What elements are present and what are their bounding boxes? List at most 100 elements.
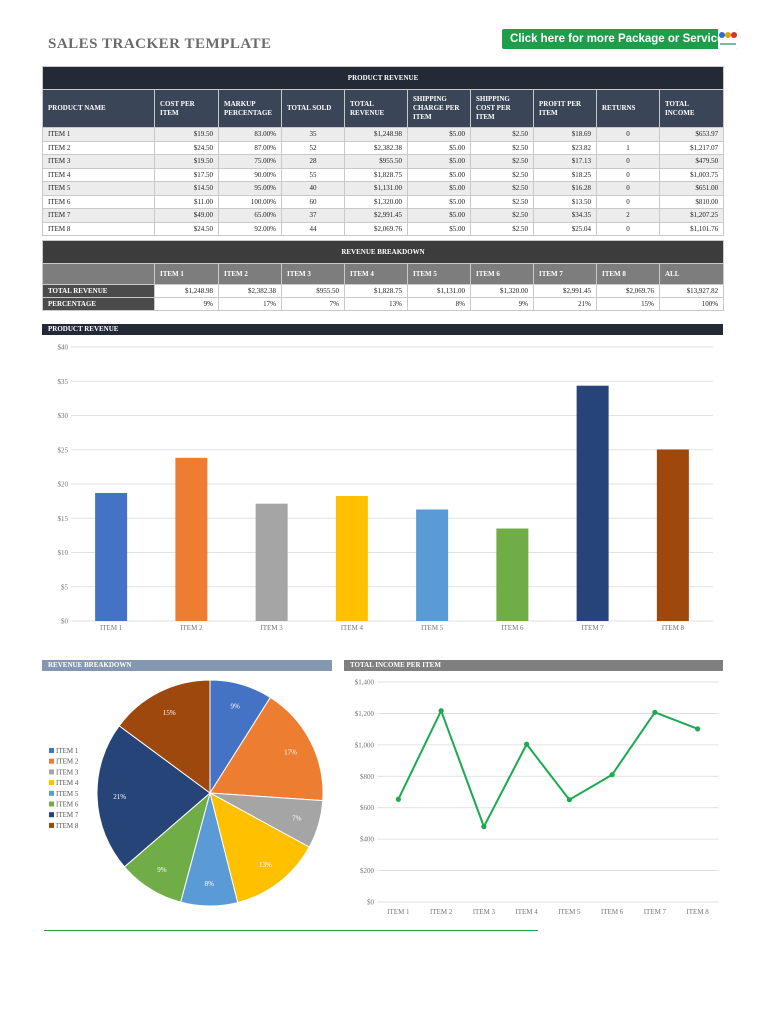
- y-tick-label: $1,400: [355, 679, 375, 687]
- y-tick-label: $1,200: [355, 710, 375, 718]
- table-cell: 9%: [154, 297, 219, 311]
- table-cell: 40: [281, 181, 345, 196]
- table-cell: $1,101.76: [658, 221, 725, 236]
- x-tick-label: ITEM 3: [260, 624, 283, 632]
- table-cell: $1,248.98: [344, 127, 408, 142]
- table-cell: $19.50: [154, 127, 219, 142]
- table-cell: $2.50: [470, 140, 534, 155]
- table-cell: $49.00: [154, 208, 219, 223]
- table-cell: 83.00%: [218, 127, 282, 142]
- legend-label: ITEM 5: [56, 790, 79, 798]
- y-tick-label: $0: [61, 618, 69, 626]
- brand-logo-icon: [718, 29, 738, 49]
- table-cell: $5.00: [407, 181, 471, 196]
- product-revenue-bar-chart: $0 $5 $10 $15 $20 $25 $30 $35 $40 ITEM 1 ITEM 2 ITE…: [58, 344, 713, 632]
- table-cell: $19.50: [154, 154, 219, 169]
- column-header: SHIPPING COST PER ITEM: [470, 89, 534, 128]
- column-header: TOTAL INCOME: [658, 89, 725, 128]
- promo-label: Click here for more Package or Services: [510, 33, 730, 45]
- y-tick-label: $20: [58, 481, 69, 489]
- table-cell: $2,382.38: [218, 284, 282, 298]
- table-cell: 0: [596, 221, 660, 236]
- column-header: TOTAL SOLD: [281, 89, 345, 128]
- table-cell: $2,991.45: [344, 208, 408, 223]
- table-cell: 100%: [658, 297, 725, 311]
- table-cell: $17.13: [533, 154, 597, 169]
- table-row: ITEM 6 $11.00 100.00% 60 $1,320.00 $5.00 $2.50…: [42, 194, 725, 209]
- x-tick-label: ITEM 1: [100, 624, 123, 632]
- table-row: ITEM 1 $19.50 83.00% 35 $1,248.98 $5.00 $2.50 $…: [42, 127, 725, 142]
- revenue-breakdown-pie-chart: 9% 17% 7% 13% 8% 9% 21% 15% ITEM 1 ITEM 2 ITEM 3 IT…: [49, 679, 324, 907]
- table-cell: $810.00: [658, 194, 725, 209]
- revenue-breakdown-header-row: ITEM 1 ITEM 2 ITEM 3 ITEM 4 ITEM 5 ITEM 6 ITEM…: [42, 263, 725, 285]
- table-cell: 37: [281, 208, 345, 223]
- table-cell: $1,320.00: [344, 194, 408, 209]
- column-header: ITEM 6: [470, 263, 534, 285]
- table-cell: $5.00: [407, 127, 471, 142]
- table-cell: $34.35: [533, 208, 597, 223]
- table-cell: $1,207.25: [658, 208, 725, 223]
- bar-chart-title: PRODUCT REVENUE: [42, 324, 723, 335]
- data-point: [695, 726, 701, 732]
- data-point: [395, 796, 401, 802]
- table-cell: $17.50: [154, 167, 219, 182]
- row-label: TOTAL REVENUE: [42, 284, 155, 298]
- table-row: ITEM 7 $49.00 65.00% 37 $2,991.45 $5.00 $2.50 $…: [42, 208, 725, 223]
- bar: [95, 492, 128, 621]
- bar: [656, 449, 689, 621]
- table-cell: $1,131.00: [407, 284, 471, 298]
- table-cell: 1: [596, 140, 660, 155]
- table-cell: $955.50: [344, 154, 408, 169]
- table-cell: $23.82: [533, 140, 597, 155]
- x-tick-label: ITEM 2: [180, 624, 203, 632]
- table-cell: 0: [596, 181, 660, 196]
- footer-divider: [44, 930, 538, 931]
- product-revenue-table: PRODUCT REVENUE PRODUCT NAME COST PER ITE…: [41, 66, 725, 236]
- bar: [416, 509, 449, 621]
- x-tick-label: ITEM 6: [601, 908, 624, 916]
- table-cell: $2.50: [470, 208, 534, 223]
- table-cell: 2: [596, 208, 660, 223]
- data-point: [609, 772, 615, 778]
- slice-label: 17%: [284, 749, 297, 757]
- x-tick-label: ITEM 8: [662, 624, 685, 632]
- legend-swatch: [49, 822, 54, 828]
- y-tick-label: $10: [58, 549, 69, 557]
- table-cell: $2.50: [470, 154, 534, 169]
- table-cell: 65.00%: [218, 208, 282, 223]
- table-cell: 28: [281, 154, 345, 169]
- table-cell: $18.69: [533, 127, 597, 142]
- pie-slice: [209, 792, 310, 904]
- table-cell: $2.50: [470, 127, 534, 142]
- table-cell: $24.50: [154, 140, 219, 155]
- table-cell: $2,382.38: [344, 140, 408, 155]
- table-cell: $2.50: [470, 221, 534, 236]
- column-header: ITEM 2: [218, 263, 282, 285]
- legend-swatch: [49, 812, 54, 818]
- table-row: TOTAL REVENUE $1,248.98 $2,382.38 $955.50 $1…: [42, 284, 725, 298]
- legend-swatch: [49, 769, 54, 775]
- table-cell: $13,927.82: [658, 284, 725, 298]
- y-tick-label: $200: [360, 867, 375, 875]
- table-cell: $955.50: [281, 284, 345, 298]
- table-row: ITEM 8 $24.50 92.00% 44 $2,069.76 $5.00 $2.50 $…: [42, 221, 725, 236]
- x-tick-label: ITEM 7: [644, 908, 667, 916]
- pie-chart-title: REVENUE BREAKDOWN: [42, 660, 332, 671]
- x-tick-label: ITEM 2: [430, 908, 453, 916]
- legend-swatch: [49, 758, 54, 764]
- table-cell: $5.00: [407, 154, 471, 169]
- y-tick-label: $0: [367, 899, 375, 907]
- table-cell: $1,320.00: [470, 284, 534, 298]
- x-tick-label: ITEM 4: [341, 624, 364, 632]
- table-cell: $16.28: [533, 181, 597, 196]
- x-tick-label: ITEM 6: [501, 624, 524, 632]
- table-cell: 60: [281, 194, 345, 209]
- legend-swatch: [49, 780, 54, 786]
- y-tick-label: $800: [360, 773, 375, 781]
- table-cell: $5.00: [407, 221, 471, 236]
- table-cell: 100.00%: [218, 194, 282, 209]
- table-cell: $2.50: [470, 181, 534, 196]
- promo-banner-button[interactable]: Click here for more Package or Services: [502, 29, 738, 49]
- y-tick-label: $40: [58, 344, 69, 352]
- product-revenue-header-row: PRODUCT NAME COST PER ITEM MARKUP PERCENTA…: [42, 89, 725, 128]
